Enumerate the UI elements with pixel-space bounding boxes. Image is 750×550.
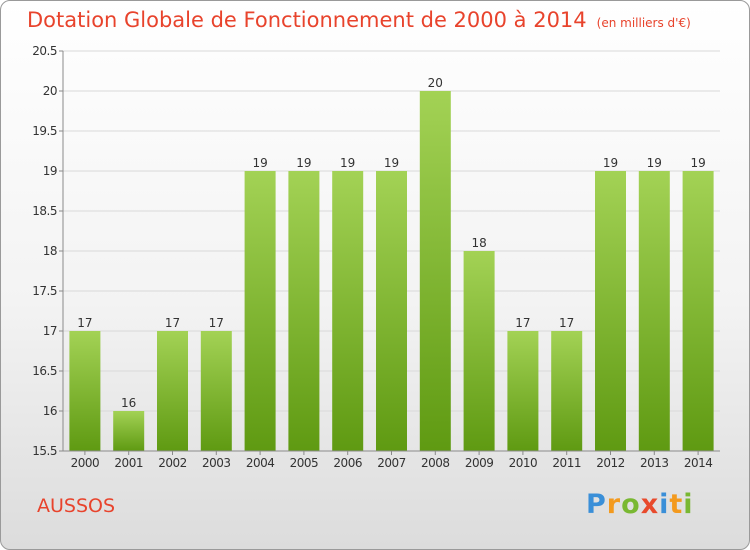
logo-letter: o: [621, 489, 641, 520]
bar: [551, 331, 583, 451]
data-label: 17: [165, 316, 180, 330]
bar: [200, 331, 232, 451]
y-tick-label: 18: [43, 244, 57, 258]
proxiti-logo[interactable]: Proxiti: [586, 489, 694, 520]
chart-title-text: Dotation Globale de Fonctionnement de 20…: [27, 8, 587, 32]
axes: 15.5 16 16.5 17 17.5 18 18.5 19 19.5 20 20.5 2000 20…: [32, 44, 720, 470]
data-label: 19: [647, 156, 662, 170]
x-tick-label: 2002: [158, 456, 187, 470]
bar: [244, 171, 276, 451]
y-tick-label: 20.5: [32, 44, 57, 58]
x-tick-label: 2006: [333, 456, 362, 470]
x-tick-label: 2000: [71, 456, 100, 470]
logo-letter: P: [586, 489, 607, 520]
data-label: 17: [209, 316, 224, 330]
bar: [682, 171, 714, 451]
bar: [419, 91, 451, 451]
bar: [113, 411, 145, 451]
unit-label: (en milliers d'€): [596, 16, 691, 30]
logo-letter: i: [683, 489, 694, 520]
x-tick-label: 2008: [421, 456, 450, 470]
x-tick-label: 2005: [290, 456, 319, 470]
bar: [638, 171, 670, 451]
data-label: 17: [77, 316, 92, 330]
y-tick-label: 15.5: [32, 444, 57, 458]
y-tick-label: 17: [43, 324, 57, 338]
commune-name: AUSSOS: [37, 495, 116, 517]
x-tick-label: 2003: [202, 456, 231, 470]
y-tick-label: 16.5: [32, 364, 57, 378]
x-tick-label: 2004: [246, 456, 275, 470]
bar: [69, 331, 101, 451]
x-tick-label: 2009: [465, 456, 494, 470]
logo-letter: x: [640, 489, 660, 520]
logo-letter: i: [659, 489, 670, 520]
bar: [507, 331, 539, 451]
bars: 17 16 17 17 19 19 19 19 20 18 17 17 19 19 19: [69, 76, 714, 451]
x-tick-label: 2011: [552, 456, 581, 470]
bar: [595, 171, 626, 451]
y-tick-label: 19.5: [32, 124, 57, 138]
data-label: 19: [340, 156, 355, 170]
x-tick-label: 2010: [509, 456, 538, 470]
data-label: 16: [121, 396, 136, 410]
data-label: 19: [252, 156, 267, 170]
data-label: 19: [690, 156, 705, 170]
data-label: 20: [428, 76, 443, 90]
data-label: 17: [515, 316, 530, 330]
x-tick-label: 2012: [596, 456, 625, 470]
logo-letter: r: [606, 489, 622, 520]
data-label: 19: [603, 156, 618, 170]
logo-letter: t: [669, 489, 684, 520]
y-tick-label: 20: [43, 84, 57, 98]
data-label: 19: [384, 156, 399, 170]
y-tick-label: 16: [43, 404, 57, 418]
bar: [332, 171, 364, 451]
y-tick-label: 17.5: [32, 284, 57, 298]
data-label: 17: [559, 316, 574, 330]
bar: [288, 171, 320, 451]
data-label: 18: [471, 236, 486, 250]
data-label: 19: [296, 156, 311, 170]
chart-title: Dotation Globale de Fonctionnement de 20…: [27, 8, 691, 32]
y-tick-label: 18.5: [32, 204, 57, 218]
bar: [463, 251, 495, 451]
x-tick-label: 2013: [640, 456, 669, 470]
bar: [376, 171, 407, 451]
y-tick-label: 19: [43, 164, 57, 178]
x-tick-label: 2001: [114, 456, 143, 470]
bar: [157, 331, 188, 451]
x-tick-label: 2007: [377, 456, 406, 470]
x-tick-label: 2014: [684, 456, 713, 470]
